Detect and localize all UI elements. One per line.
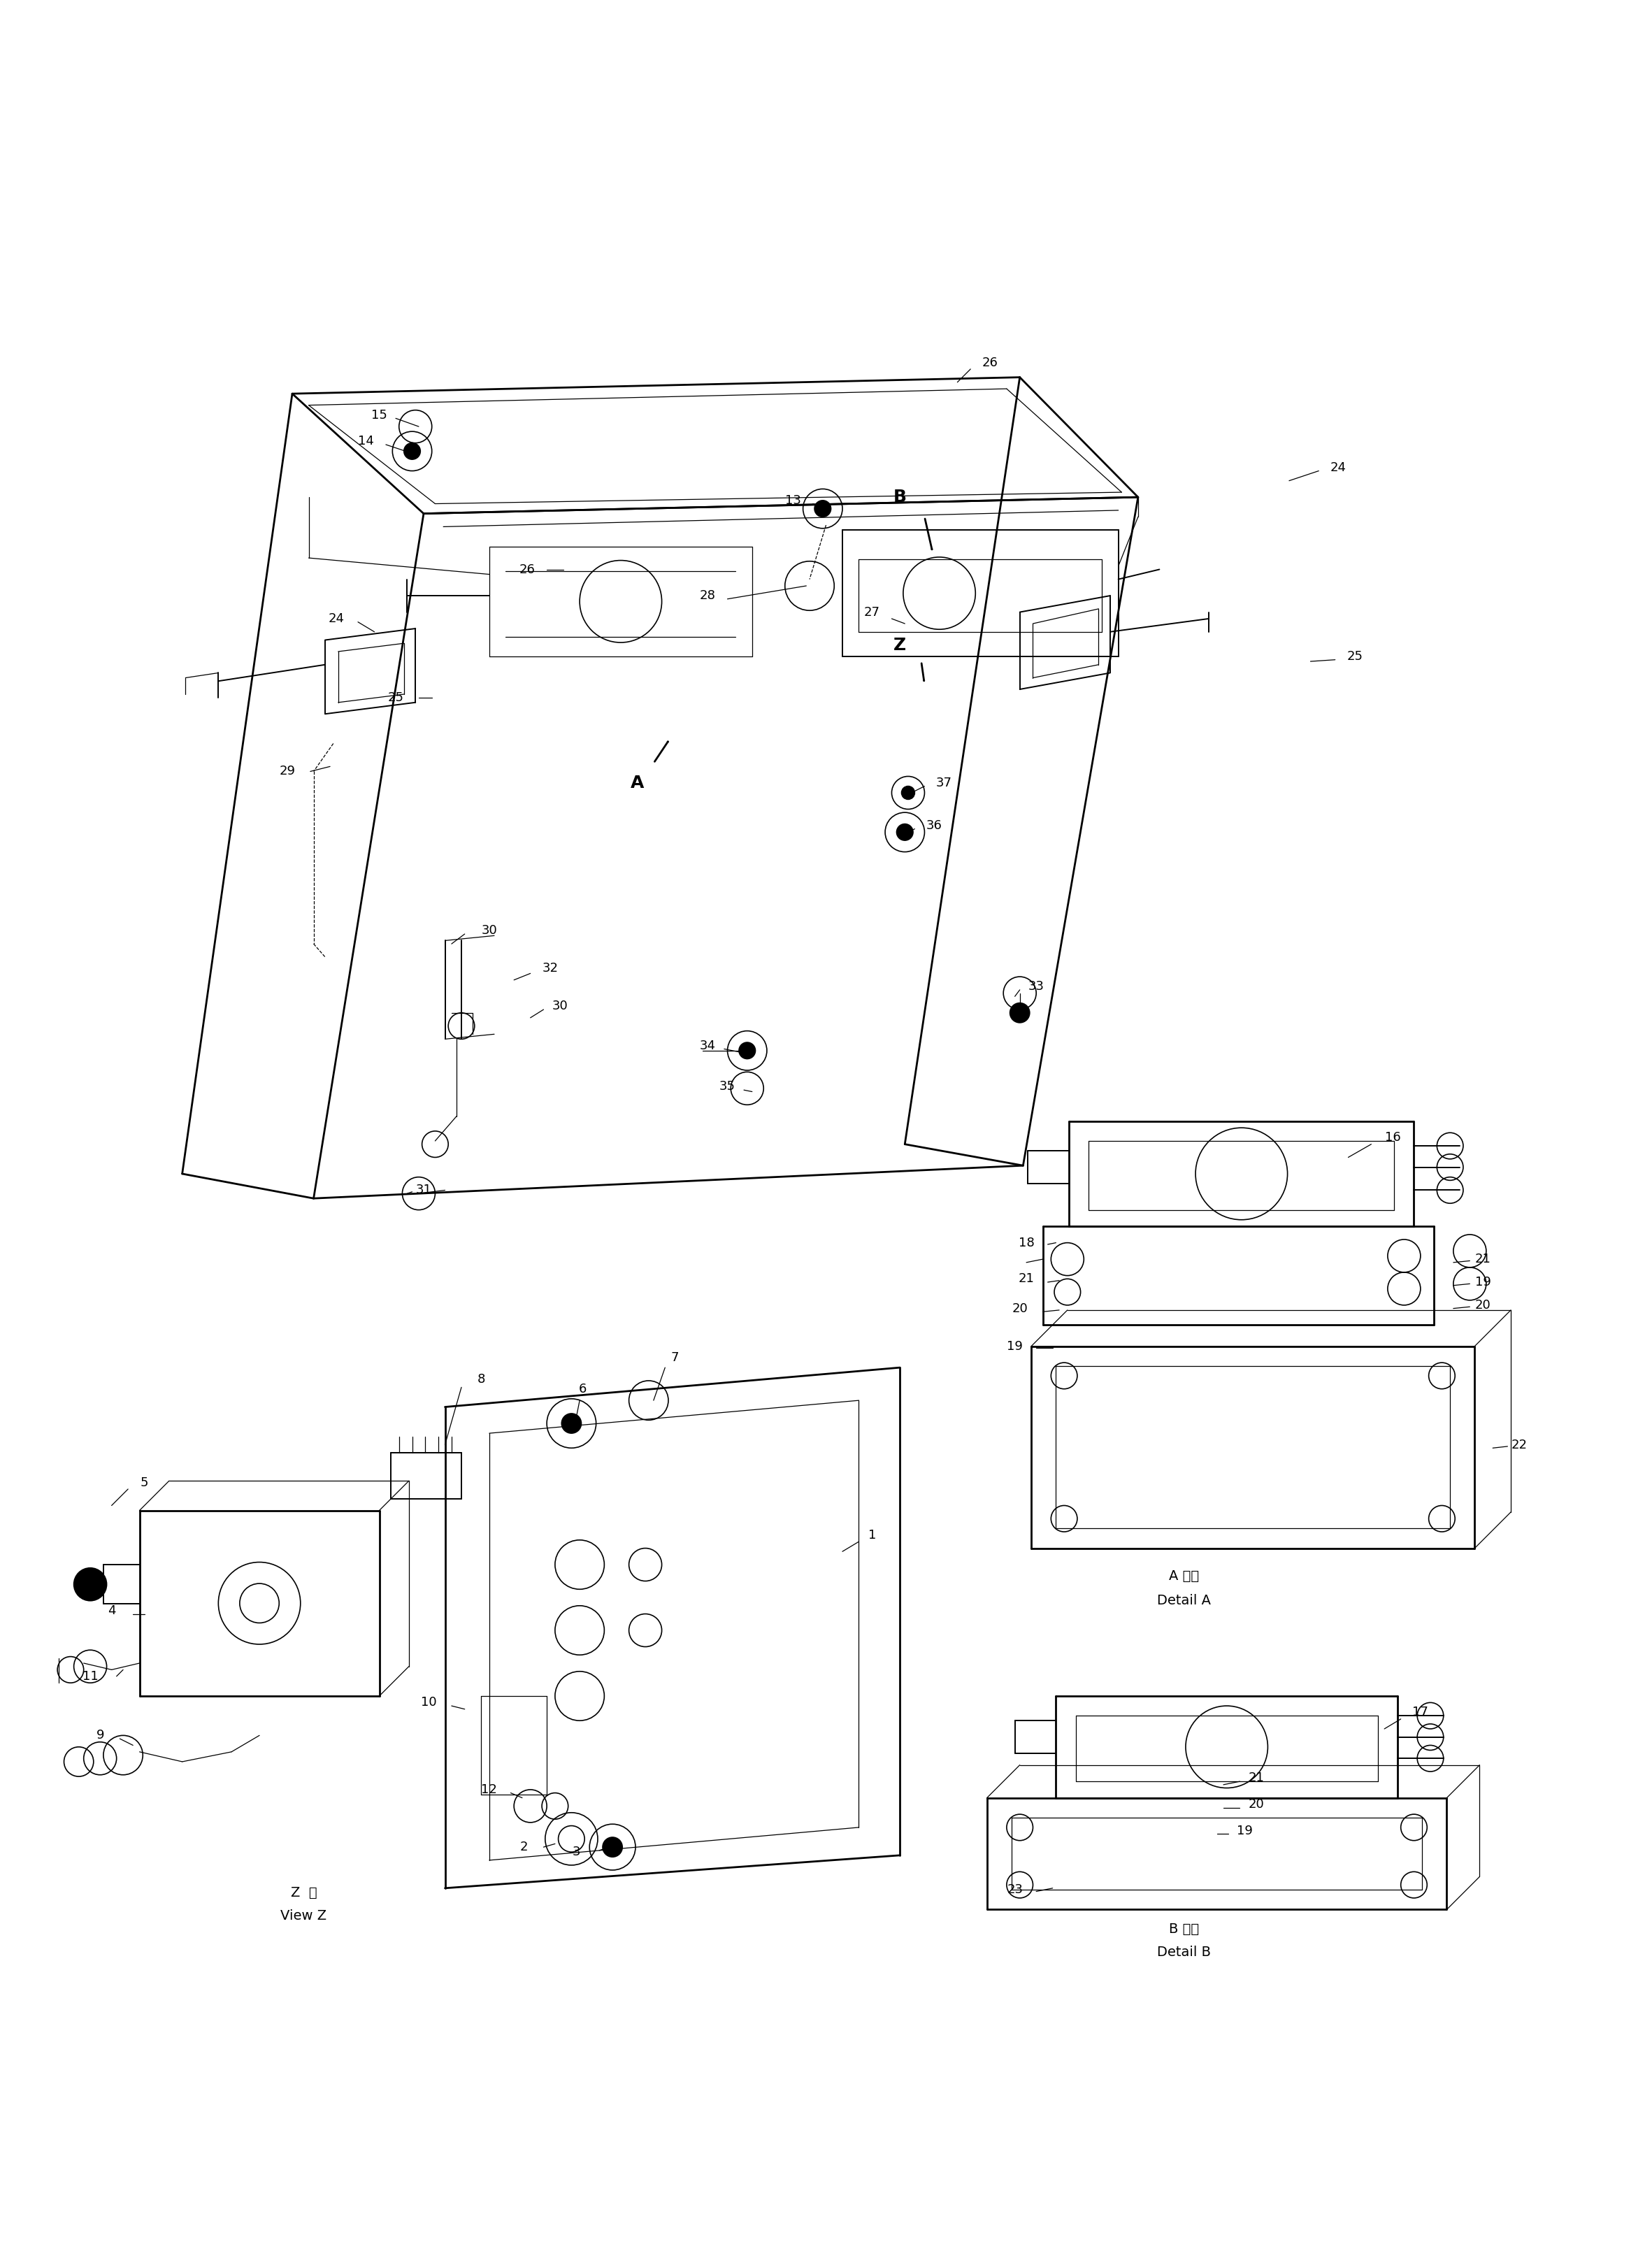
Text: 31: 31 <box>416 1183 431 1196</box>
Text: 10: 10 <box>421 1696 436 1709</box>
Text: 30: 30 <box>481 924 497 938</box>
Circle shape <box>902 787 915 798</box>
Text: A: A <box>631 774 644 792</box>
Text: 25: 25 <box>1346 650 1363 663</box>
Text: 19: 19 <box>1237 1824 1252 1837</box>
Text: 17: 17 <box>1412 1707 1429 1718</box>
Text: 20: 20 <box>1011 1302 1028 1316</box>
Text: 23: 23 <box>1006 1882 1023 1896</box>
Text: 28: 28 <box>700 589 715 603</box>
Text: 30: 30 <box>552 1001 568 1012</box>
Text: Z  図: Z 図 <box>291 1887 317 1900</box>
Circle shape <box>897 823 914 841</box>
Text: 20: 20 <box>1249 1799 1264 1810</box>
Circle shape <box>603 1837 623 1858</box>
Text: 32: 32 <box>542 963 558 974</box>
Text: 24: 24 <box>329 612 345 625</box>
Text: 37: 37 <box>937 776 952 789</box>
Text: 21: 21 <box>1018 1273 1034 1284</box>
Circle shape <box>405 443 420 459</box>
Text: 25: 25 <box>388 690 403 704</box>
Text: 7: 7 <box>671 1352 679 1363</box>
Text: 4: 4 <box>107 1604 116 1617</box>
Text: 22: 22 <box>1512 1439 1526 1451</box>
Text: 5: 5 <box>140 1475 149 1489</box>
Text: 9: 9 <box>96 1729 104 1741</box>
Text: Detail A: Detail A <box>1156 1595 1211 1608</box>
Text: 29: 29 <box>279 765 296 778</box>
Text: 21: 21 <box>1249 1772 1264 1783</box>
Text: 27: 27 <box>864 605 881 618</box>
Text: 26: 26 <box>983 355 998 369</box>
Text: 1: 1 <box>867 1529 876 1541</box>
Text: B: B <box>894 488 907 506</box>
Text: 11: 11 <box>83 1671 97 1682</box>
Text: Z: Z <box>894 636 907 654</box>
Text: B 詳細: B 詳細 <box>1170 1923 1199 1936</box>
Text: 8: 8 <box>477 1372 486 1385</box>
Text: 24: 24 <box>1330 461 1346 475</box>
Circle shape <box>1009 1003 1029 1023</box>
Text: 2: 2 <box>520 1840 529 1853</box>
Text: A 詳細: A 詳細 <box>1170 1570 1199 1583</box>
Text: View Z: View Z <box>281 1909 327 1923</box>
Text: 34: 34 <box>700 1039 715 1053</box>
Circle shape <box>738 1041 755 1059</box>
Text: Detail B: Detail B <box>1156 1945 1211 1959</box>
Text: 36: 36 <box>927 819 942 832</box>
Text: 19: 19 <box>1475 1275 1490 1289</box>
Text: 26: 26 <box>519 562 535 576</box>
Text: 6: 6 <box>578 1383 586 1394</box>
Text: 35: 35 <box>719 1080 735 1093</box>
Text: 14: 14 <box>358 434 373 448</box>
Text: 20: 20 <box>1475 1300 1490 1311</box>
Text: 12: 12 <box>481 1783 497 1797</box>
Circle shape <box>74 1568 107 1601</box>
Circle shape <box>562 1415 582 1433</box>
Circle shape <box>814 502 831 517</box>
Text: 19: 19 <box>1006 1340 1023 1352</box>
Text: 21: 21 <box>1475 1253 1490 1266</box>
Text: 13: 13 <box>785 495 801 506</box>
Text: 33: 33 <box>1028 981 1044 992</box>
Text: 15: 15 <box>372 409 387 421</box>
Text: 3: 3 <box>572 1846 580 1858</box>
Text: 18: 18 <box>1018 1237 1034 1248</box>
Text: 16: 16 <box>1384 1131 1401 1145</box>
